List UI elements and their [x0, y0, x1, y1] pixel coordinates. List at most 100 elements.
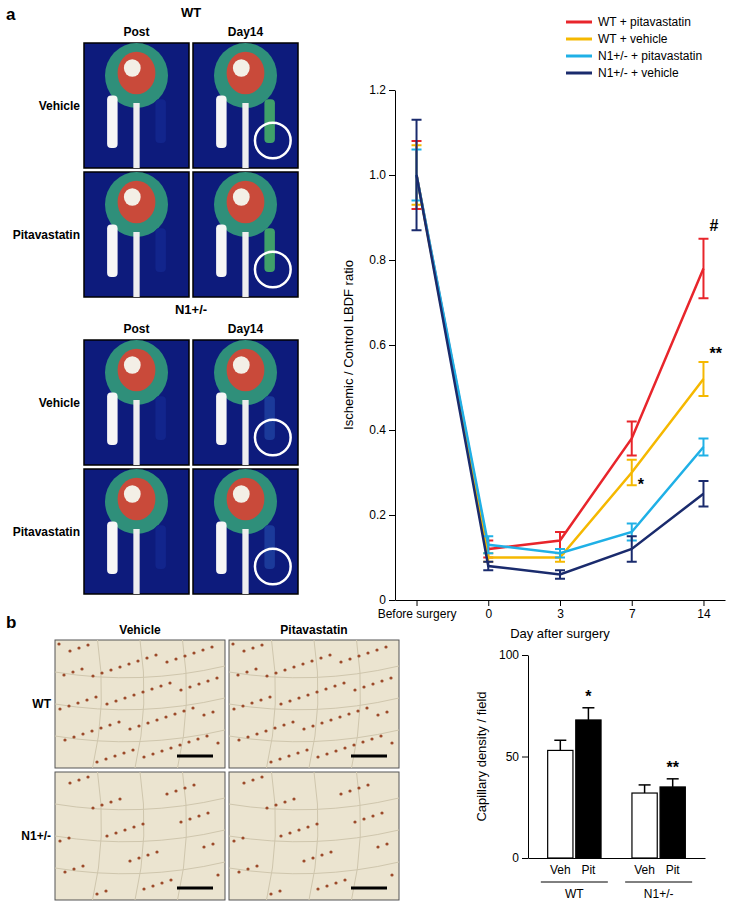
- image-capillary: [160, 881, 163, 884]
- error-bar-cap: [639, 784, 651, 786]
- error-bar-cap: [627, 523, 637, 525]
- axis-line: [395, 91, 396, 601]
- image-body-spot: [124, 485, 141, 503]
- image-capillary: [297, 696, 300, 699]
- error-bar-stem: [702, 239, 704, 299]
- y-tick: 100: [499, 648, 528, 662]
- scale-bar: [177, 755, 213, 758]
- image-capillary: [315, 822, 318, 825]
- image-capillary: [99, 726, 102, 729]
- image-capillary: [58, 839, 61, 842]
- image-body-spot: [233, 356, 250, 374]
- image-capillary: [389, 676, 392, 679]
- image-control-leg: [107, 393, 118, 446]
- image-capillary: [160, 749, 163, 752]
- image-fiber-border: [352, 772, 361, 900]
- image-background: [229, 640, 399, 768]
- error-bar-stem: [487, 536, 489, 553]
- image-capillary: [242, 781, 245, 784]
- image-fiber-border: [55, 798, 225, 810]
- series-line: [417, 175, 704, 553]
- annotation: #: [709, 217, 718, 234]
- error-bar-cap: [627, 421, 637, 423]
- bar: [548, 750, 573, 858]
- legend-entry: N1+/- + pitavastatin: [566, 49, 702, 63]
- image-background: [84, 43, 189, 168]
- image-fiber-border: [93, 772, 102, 900]
- image-capillary: [371, 814, 374, 817]
- image-body-core: [227, 52, 265, 95]
- y-tick: 0.6: [369, 338, 395, 352]
- error-bar-stem: [702, 439, 704, 456]
- image-capillary: [104, 757, 107, 760]
- error-bar-cap: [483, 569, 493, 571]
- plot-area: [548, 708, 686, 858]
- image-capillary: [306, 825, 309, 828]
- category-label: WT: [565, 887, 584, 901]
- image-control-leg: [216, 225, 227, 278]
- image-capillary: [376, 845, 379, 848]
- error-bar-stem: [588, 708, 590, 720]
- series-tick-label: Pit: [581, 863, 596, 877]
- image-capillary: [302, 727, 305, 730]
- row-label: Pitavastatin: [13, 525, 80, 539]
- tick-label: 0.4: [369, 423, 386, 437]
- doppler-image: [84, 43, 189, 168]
- error-bar-stem: [631, 422, 633, 456]
- image-fiber-border: [55, 666, 225, 678]
- image-capillary: [155, 718, 158, 721]
- image-capillary: [292, 797, 295, 800]
- image-capillary: [174, 657, 177, 660]
- image-capillary: [165, 660, 168, 663]
- tick-label: 1.0: [369, 168, 386, 182]
- row-label: N1+/-: [21, 829, 51, 843]
- image-capillary: [202, 713, 205, 716]
- legend-swatch: [566, 38, 592, 41]
- image-fiber-border: [229, 798, 399, 810]
- error-bar-stem: [559, 532, 561, 549]
- image-capillary: [169, 878, 172, 881]
- error-bar-stem: [672, 779, 674, 787]
- image-capillary: [315, 690, 318, 693]
- series-tick-label: Pit: [666, 863, 681, 877]
- y-axis: 050100: [499, 648, 529, 865]
- image-capillary: [287, 754, 290, 757]
- tick-label: 50: [506, 750, 520, 764]
- y-axis-title: Ischemic / Control LBDF ratio: [341, 260, 356, 430]
- image-capillary: [183, 786, 186, 789]
- image-capillary: [237, 870, 240, 873]
- image-tail: [242, 400, 248, 465]
- image-capillary: [196, 737, 199, 740]
- image-background: [84, 469, 189, 594]
- image-capillary: [151, 884, 154, 887]
- image-capillary: [109, 668, 112, 671]
- image-capillary: [67, 704, 70, 707]
- image-circle: [255, 549, 291, 585]
- error-bar-stem: [559, 549, 561, 558]
- image-capillary: [123, 696, 126, 699]
- image-capillary: [390, 873, 393, 876]
- image-capillary: [265, 806, 268, 809]
- image-capillary: [155, 850, 158, 853]
- error-bar-cap: [627, 561, 637, 563]
- image-capillary: [114, 831, 117, 834]
- image-capillary: [132, 693, 135, 696]
- image-capillary: [202, 845, 205, 848]
- image-capillary: [94, 695, 97, 698]
- error-bar-cap: [627, 535, 637, 537]
- image-capillary: [343, 878, 346, 881]
- tick-label: 1.2: [369, 83, 386, 97]
- image-capillary: [338, 715, 341, 718]
- error-bar: [483, 562, 493, 571]
- series-line: [417, 175, 704, 549]
- image-body-spot: [124, 356, 141, 374]
- image-fiber-border: [55, 830, 225, 842]
- image-capillary: [206, 679, 209, 682]
- image-capillary: [91, 806, 94, 809]
- image-capillary: [279, 834, 282, 837]
- legend: WT + pitavastatinWT + vehicleN1+/- + pit…: [566, 15, 702, 80]
- error-bar-cap: [698, 395, 708, 397]
- image-fiber-border: [178, 772, 187, 900]
- error-bar-cap: [698, 506, 708, 508]
- error-bar: [627, 422, 637, 456]
